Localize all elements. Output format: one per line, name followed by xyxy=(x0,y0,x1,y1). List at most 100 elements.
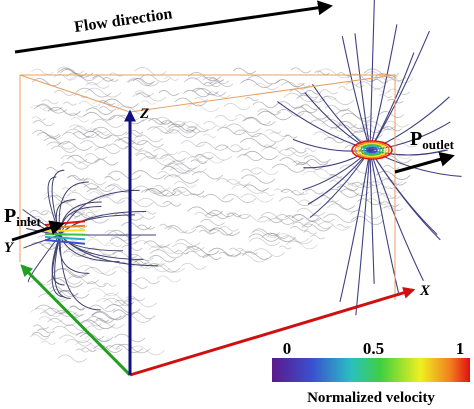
pore xyxy=(167,160,201,170)
pore xyxy=(73,125,97,133)
pore xyxy=(323,213,358,223)
pore xyxy=(173,181,197,188)
pore xyxy=(117,137,148,146)
pore xyxy=(31,116,47,121)
pore xyxy=(125,132,144,138)
pore xyxy=(195,154,214,160)
pore xyxy=(244,97,259,102)
pore xyxy=(202,133,217,138)
pore xyxy=(41,99,59,105)
pore xyxy=(112,309,136,316)
pore xyxy=(271,163,306,173)
pore xyxy=(186,156,209,163)
pore xyxy=(284,215,304,221)
pore xyxy=(243,150,278,161)
pore xyxy=(194,76,223,84)
pore xyxy=(273,188,290,193)
pore xyxy=(275,79,305,88)
pore xyxy=(156,171,180,178)
pore xyxy=(134,259,149,265)
pore xyxy=(230,144,251,151)
pore xyxy=(303,147,317,152)
pore xyxy=(70,117,90,123)
pore xyxy=(158,90,180,96)
pore xyxy=(101,253,118,258)
outlet-streamline xyxy=(355,149,371,316)
pore xyxy=(160,120,186,128)
pore xyxy=(105,304,141,314)
pore xyxy=(29,334,50,340)
pore xyxy=(250,229,279,238)
pore xyxy=(89,128,108,134)
pore xyxy=(379,111,405,118)
pore xyxy=(129,212,156,220)
pore xyxy=(258,216,283,224)
pore xyxy=(296,110,329,120)
pore xyxy=(383,125,403,132)
pore xyxy=(66,191,98,201)
pore xyxy=(323,137,346,144)
pore xyxy=(378,94,393,98)
outlet-streamline xyxy=(354,33,371,151)
pore xyxy=(175,238,201,246)
pore xyxy=(156,275,182,283)
pore xyxy=(219,226,239,232)
pore xyxy=(103,282,117,287)
pore xyxy=(363,71,398,81)
pore xyxy=(190,226,220,234)
pore xyxy=(174,97,207,107)
pore xyxy=(143,151,159,157)
pore xyxy=(289,89,308,95)
pore xyxy=(317,221,352,231)
pore xyxy=(380,178,407,186)
inlet-streamline xyxy=(59,214,136,236)
pore xyxy=(54,202,90,212)
pore xyxy=(194,88,227,97)
pore xyxy=(68,76,103,86)
pore xyxy=(261,191,275,196)
pore xyxy=(275,214,303,222)
pore xyxy=(105,345,121,350)
pore xyxy=(45,134,63,140)
outlet-streamline xyxy=(369,121,451,151)
pore xyxy=(208,209,235,218)
pore xyxy=(98,100,116,106)
pore xyxy=(186,126,209,133)
pore xyxy=(142,117,168,125)
pore xyxy=(324,104,350,112)
pore xyxy=(347,182,366,189)
pore xyxy=(350,216,385,226)
pore xyxy=(185,246,220,256)
outlet-streamline xyxy=(277,101,371,151)
pore xyxy=(161,165,190,174)
pore xyxy=(85,82,110,89)
x-label: X xyxy=(419,283,431,299)
inlet-streamline xyxy=(59,234,101,311)
inlet-label: Pinlet xyxy=(4,205,41,229)
pore xyxy=(156,246,187,255)
pore xyxy=(363,68,400,79)
pore xyxy=(128,79,154,87)
pore xyxy=(209,77,225,82)
inlet-streamline xyxy=(51,234,65,298)
pore xyxy=(59,334,91,344)
pore xyxy=(203,121,227,128)
pore xyxy=(243,117,272,125)
pore xyxy=(240,174,276,184)
pore xyxy=(98,196,125,204)
pore xyxy=(290,67,312,74)
domain-box xyxy=(19,74,396,375)
pore xyxy=(381,206,400,212)
pore xyxy=(38,316,63,323)
pore xyxy=(290,225,309,232)
pore xyxy=(383,164,400,170)
outlet-label: Poutlet xyxy=(410,128,455,152)
pore xyxy=(290,190,309,196)
pore xyxy=(85,87,122,98)
pore xyxy=(278,148,309,157)
pore xyxy=(186,129,201,134)
pore xyxy=(240,168,262,175)
outlet-streamline xyxy=(369,52,415,151)
pore xyxy=(162,201,182,207)
pore xyxy=(276,109,305,117)
